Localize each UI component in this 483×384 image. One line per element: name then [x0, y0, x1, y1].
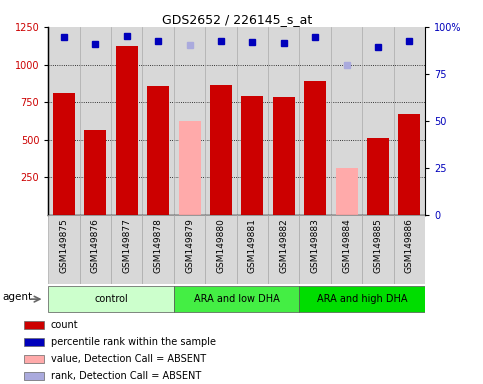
Bar — [53, 93, 75, 215]
Text: value, Detection Call = ABSENT: value, Detection Call = ABSENT — [51, 354, 206, 364]
Text: GSM149882: GSM149882 — [279, 218, 288, 273]
Text: GSM149884: GSM149884 — [342, 218, 351, 273]
Text: GSM149878: GSM149878 — [154, 218, 163, 273]
Bar — [304, 81, 326, 215]
Bar — [179, 121, 200, 215]
Text: GSM149879: GSM149879 — [185, 218, 194, 273]
Text: GSM149886: GSM149886 — [405, 218, 414, 273]
Text: count: count — [51, 320, 78, 330]
Text: ARA and high DHA: ARA and high DHA — [317, 293, 408, 304]
Text: agent: agent — [2, 292, 32, 302]
Text: GSM149875: GSM149875 — [59, 218, 69, 273]
Bar — [85, 130, 106, 215]
Bar — [147, 86, 169, 215]
Bar — [273, 97, 295, 215]
Bar — [394, 215, 425, 284]
Bar — [24, 355, 44, 363]
Bar — [111, 215, 142, 284]
Text: GSM149877: GSM149877 — [122, 218, 131, 273]
Bar — [336, 168, 357, 215]
Bar — [24, 372, 44, 380]
Bar — [48, 286, 174, 311]
Bar — [116, 46, 138, 215]
Text: GSM149881: GSM149881 — [248, 218, 257, 273]
Text: ARA and low DHA: ARA and low DHA — [194, 293, 280, 304]
Bar — [242, 96, 263, 215]
Text: GSM149880: GSM149880 — [216, 218, 226, 273]
Bar — [362, 215, 394, 284]
Bar — [299, 286, 425, 311]
Text: rank, Detection Call = ABSENT: rank, Detection Call = ABSENT — [51, 371, 201, 381]
Bar — [367, 138, 389, 215]
Bar — [80, 215, 111, 284]
Text: GSM149876: GSM149876 — [91, 218, 100, 273]
Bar — [205, 215, 237, 284]
Bar — [24, 321, 44, 329]
Text: control: control — [94, 293, 128, 304]
Bar — [48, 215, 80, 284]
Bar — [174, 215, 205, 284]
Bar — [142, 215, 174, 284]
Bar — [24, 338, 44, 346]
Text: GSM149883: GSM149883 — [311, 218, 320, 273]
Title: GDS2652 / 226145_s_at: GDS2652 / 226145_s_at — [161, 13, 312, 26]
Bar — [237, 215, 268, 284]
Bar — [299, 215, 331, 284]
Bar — [174, 286, 299, 311]
Bar — [398, 114, 420, 215]
Text: percentile rank within the sample: percentile rank within the sample — [51, 337, 216, 347]
Bar — [268, 215, 299, 284]
Text: GSM149885: GSM149885 — [373, 218, 383, 273]
Bar — [210, 85, 232, 215]
Bar — [331, 215, 362, 284]
